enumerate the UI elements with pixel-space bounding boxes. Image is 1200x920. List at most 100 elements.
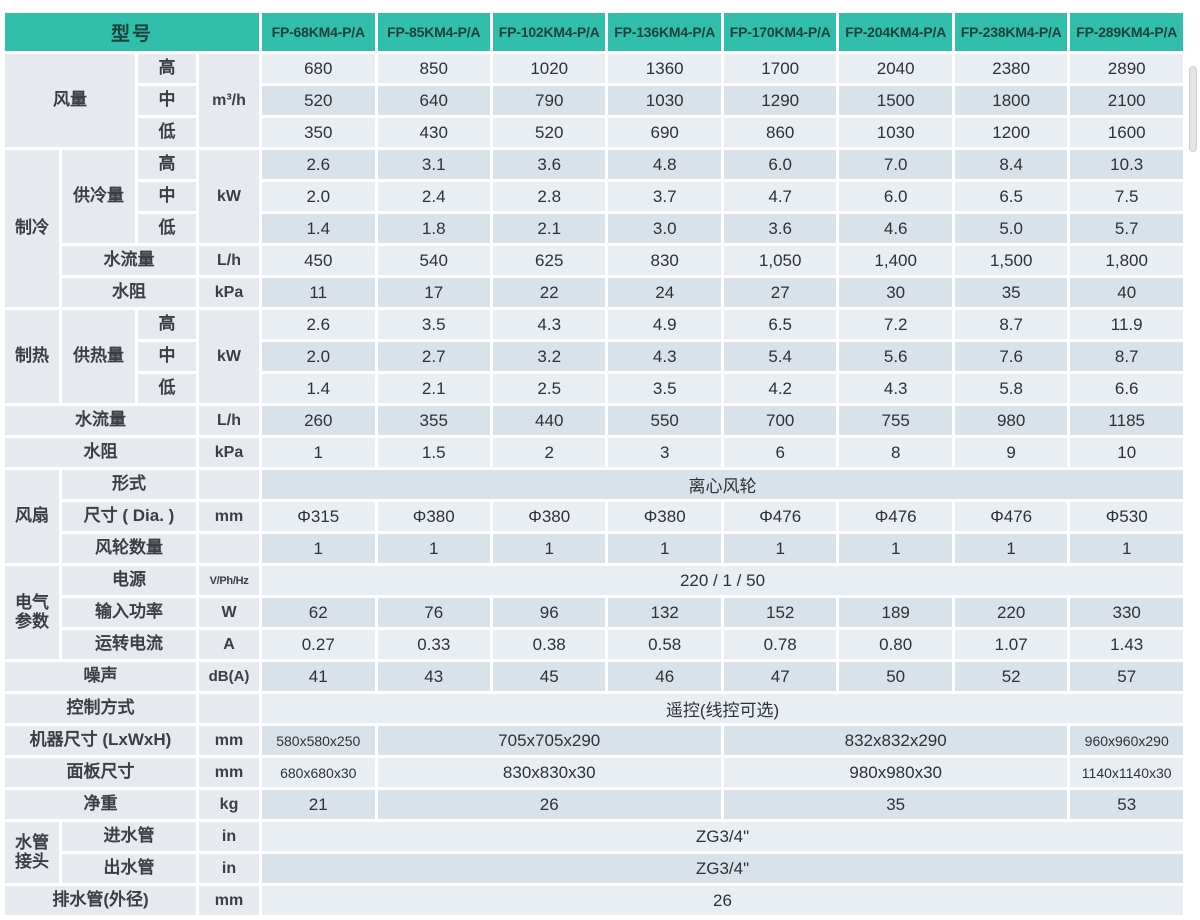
row-label: 风扇 [5,470,59,563]
value-cell: 1,800 [1070,246,1183,275]
value-cell: 860 [723,118,837,147]
value-cell: 35 [954,278,1068,307]
value-cell: 832x832x290 [723,726,1068,755]
value-cell: 1 [839,534,952,563]
row-label: 电气 参数 [5,566,59,659]
value-cell: 1600 [1070,118,1183,147]
row-label: 水阻 [62,278,196,307]
value-cell: 440 [492,406,606,435]
model-column-header: FP-102KM4-P/A [492,13,606,51]
table-row: 尺寸 ( Dia. ) mm Φ315 Φ380 Φ380 Φ380 Φ476 Φ476 Φ47… [5,502,1183,531]
value-cell: 4.9 [608,310,721,339]
value-cell: Φ530 [1070,502,1183,531]
value-cell: 43 [377,662,490,691]
value-cell: 40 [1070,278,1183,307]
value-cell: 755 [839,406,952,435]
unit-cell: L/h [199,406,260,435]
value-cell: 0.58 [608,630,721,659]
value-cell: 35 [723,790,1068,819]
table-row: 低 1.4 2.1 2.5 3.5 4.2 4.3 5.8 6.6 [5,374,1183,403]
row-label: 面板尺寸 [5,758,196,787]
row-label: 电源 [62,566,196,595]
value-cell: 1,500 [954,246,1068,275]
value-cell: 2040 [839,54,952,83]
value-cell: 0.33 [377,630,490,659]
value-cell: 2890 [1070,54,1183,83]
value-cell: 8 [839,438,952,467]
table-row: 控制方式 遥控(线控可选) [5,694,1183,723]
value-cell: 1,050 [723,246,837,275]
value-cell: 3.7 [608,182,721,211]
value-cell: 7.2 [839,310,952,339]
value-cell: Φ380 [608,502,721,531]
row-label: 中 [138,182,196,211]
value-cell: 30 [839,278,952,307]
value-cell: 26 [377,790,721,819]
spec-table: 型号 FP-68KM4-P/A FP-85KM4-P/A FP-102KM4-P… [2,10,1186,918]
value-cell: 960x960x290 [1070,726,1183,755]
unit-cell: in [199,822,260,851]
value-cell: 2100 [1070,86,1183,115]
value-cell: 4.7 [723,182,837,211]
row-label: 低 [138,118,196,147]
value-cell: 2.5 [492,374,606,403]
value-cell: 1290 [723,86,837,115]
value-cell: 189 [839,598,952,627]
value-cell: 220 [954,598,1068,627]
row-label: 水阻 [5,438,196,467]
table-row: 排水管(外径) mm 26 [5,886,1183,915]
table-row: 水管 接头 进水管 in ZG3/4" [5,822,1183,883]
row-label: 出水管 [62,854,196,883]
table-row: 水阻 kPa 1 1.5 2 3 6 8 9 10 [5,438,1183,467]
value-cell: 830 [608,246,721,275]
value-cell: 11.9 [1070,310,1183,339]
value-cell: 遥控(线控可选) [262,694,1183,723]
value-cell: 8.4 [954,150,1068,179]
value-cell: 980x980x30 [723,758,1068,787]
value-cell: 1700 [723,54,837,83]
value-cell: 8.7 [1070,342,1183,371]
value-cell: 6.5 [954,182,1068,211]
table-row: 运转电流 A 0.27 0.33 0.38 0.58 0.78 0.80 1.07 1.43 [5,630,1183,659]
value-cell: 1 [377,534,490,563]
value-cell: ZG3/4" [262,822,1183,851]
value-cell: 2.4 [377,182,490,211]
spec-table-body: 风量高 m³/h 680 850 1020 1360 1700 2040 2380 2890 中 52… [5,54,1183,915]
unit-cell: kg [199,790,260,819]
value-cell: 330 [1070,598,1183,627]
value-cell: 3.5 [608,374,721,403]
value-cell: 3.0 [608,214,721,243]
value-cell: 680x680x30 [262,758,375,787]
value-cell: 4.3 [492,310,606,339]
value-cell: 1 [723,534,837,563]
scrollbar-thumb[interactable] [1189,66,1197,152]
model-column-header: FP-170KM4-P/A [723,13,837,51]
row-label: 机器尺寸 (LxWxH) [5,726,196,755]
model-column-header: FP-204KM4-P/A [839,13,952,51]
value-cell: 830x830x30 [377,758,721,787]
table-row: 低 1.4 1.8 2.1 3.0 3.6 4.6 5.0 5.7 [5,214,1183,243]
unit-cell: mm [199,758,260,787]
value-cell: 1030 [608,86,721,115]
value-cell: 350 [262,118,375,147]
value-cell: 96 [492,598,606,627]
value-cell: 21 [262,790,375,819]
table-row: 低 350 430 520 690 860 1030 1200 1600 [5,118,1183,147]
unit-cell: V/Ph/Hz [199,566,260,595]
value-cell: Φ380 [492,502,606,531]
value-cell: 1030 [839,118,952,147]
value-cell: 1 [1070,534,1183,563]
value-cell: 980 [954,406,1068,435]
value-cell: 离心风轮 [262,470,1183,499]
value-cell: 52 [954,662,1068,691]
value-cell: 41 [262,662,375,691]
value-cell: 24 [608,278,721,307]
value-cell: 680 [262,54,375,83]
value-cell: 45 [492,662,606,691]
value-cell: 1.5 [377,438,490,467]
row-label: 净重 [5,790,196,819]
header-row: 型号 FP-68KM4-P/A FP-85KM4-P/A FP-102KM4-P… [5,13,1183,51]
value-cell: 0.78 [723,630,837,659]
value-cell: 57 [1070,662,1183,691]
model-header-label: 型号 [5,13,260,51]
